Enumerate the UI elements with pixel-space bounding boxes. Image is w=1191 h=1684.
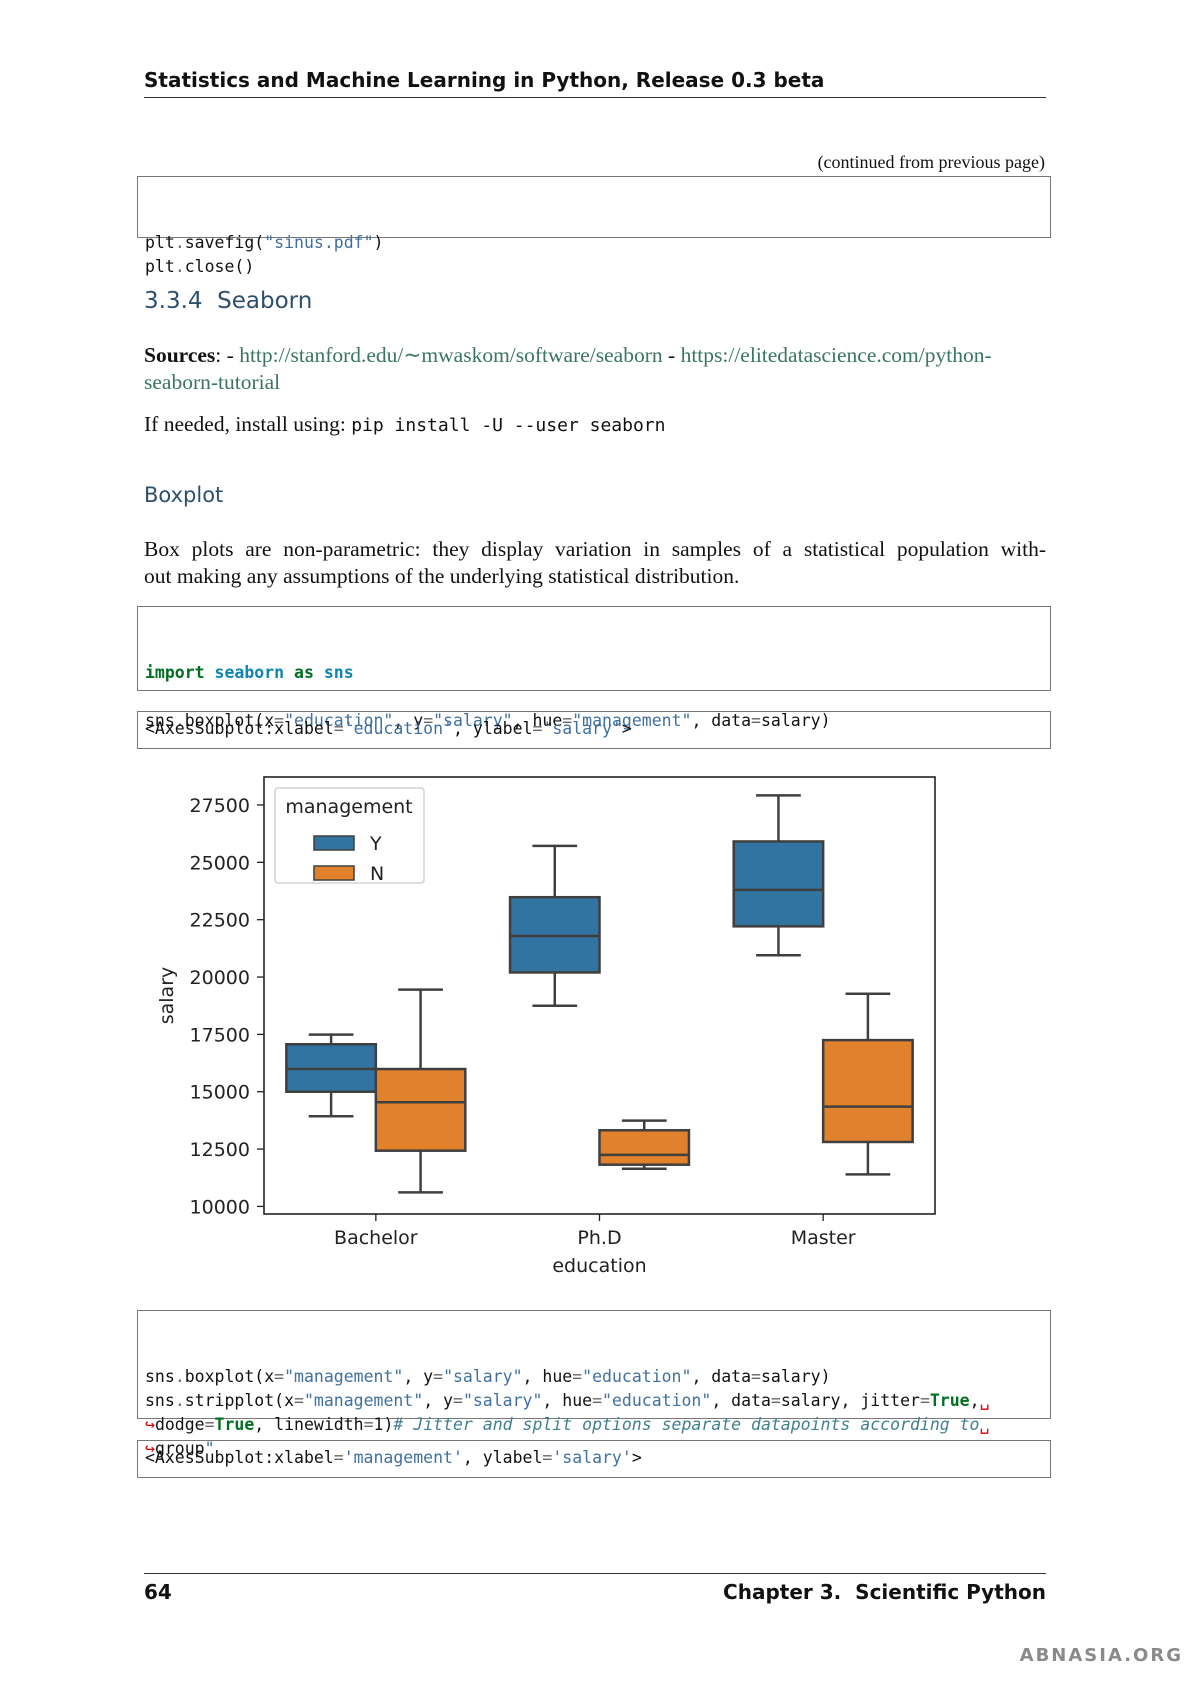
code-line: sns.boxplot(x="management", y="salary", … bbox=[145, 1367, 831, 1386]
box bbox=[732, 840, 825, 928]
legend-label: N bbox=[370, 863, 384, 885]
subsection-heading: Boxplot bbox=[144, 483, 224, 507]
output-line: <AxesSubplot:xlabel='management', ylabel… bbox=[145, 1448, 642, 1467]
code-block: import seaborn as sns sns.boxplot(x="educ… bbox=[137, 606, 1051, 730]
code-block: plt.savefig("sinus.pdf") plt.close() bbox=[137, 176, 1051, 276]
paragraph-line: Box plots are non-parametric: they displ… bbox=[144, 537, 1046, 561]
install-line: If needed, install using: pip install -U… bbox=[144, 412, 665, 437]
sep: - bbox=[226, 343, 234, 367]
y-tick-label: 17500 bbox=[190, 1024, 250, 1046]
section-heading: 3.3.4 Seaborn bbox=[144, 288, 312, 314]
install-text: If needed, install using: bbox=[144, 412, 346, 436]
code-line: sns.stripplot(x="management", y="salary"… bbox=[145, 1391, 990, 1410]
box bbox=[598, 1129, 691, 1166]
legend-title: management bbox=[285, 796, 412, 818]
sep: - bbox=[668, 343, 676, 367]
code-line bbox=[145, 685, 1043, 709]
axes-frame bbox=[263, 776, 936, 1215]
chapter-title: Chapter 3. Scientific Python bbox=[723, 1580, 1046, 1604]
output-block: <AxesSubplot:xlabel='management', ylabel… bbox=[137, 1440, 1051, 1478]
y-tick-label: 12500 bbox=[190, 1139, 250, 1161]
install-code: pip install -U --user seaborn bbox=[351, 415, 666, 436]
y-tick-label: 25000 bbox=[190, 852, 250, 874]
x-tick-label: Master bbox=[791, 1227, 856, 1249]
legend-label: Y bbox=[369, 833, 382, 855]
code-line: import seaborn as sns bbox=[145, 663, 354, 682]
boxplot-chart: 10000 12500 15000 17500 20000 22500 25000 27500… bbox=[156, 776, 936, 1277]
code-line: ↪group" bbox=[145, 1439, 215, 1458]
y-tick-label: 27500 bbox=[190, 795, 250, 817]
code-line: plt.close() bbox=[145, 257, 255, 276]
code-line: sns.boxplot(x="education", y="salary", h… bbox=[145, 711, 831, 730]
paragraph-line: out making any assumptions of the underl… bbox=[144, 564, 740, 588]
sep: : bbox=[215, 343, 222, 367]
y-tick-label: 20000 bbox=[190, 967, 250, 989]
x-tick-label: Ph.D bbox=[577, 1227, 621, 1249]
link[interactable]: https://elitedatascience.com/python-seab… bbox=[144, 343, 992, 394]
code-block: sns.boxplot(x="management", y="salary", … bbox=[137, 1310, 1051, 1458]
section-title: Seaborn bbox=[217, 288, 313, 314]
y-axis-label: salary bbox=[156, 967, 178, 1025]
paragraph: Box plots are non-parametric: they displ… bbox=[144, 536, 1046, 590]
watermark: ABNASIA.ORG bbox=[1019, 1645, 1183, 1666]
y-tick-label: 10000 bbox=[190, 1196, 250, 1218]
page-number: 64 bbox=[144, 1580, 172, 1604]
continued-note: (continued from previous page) bbox=[817, 152, 1045, 172]
legend-swatch bbox=[313, 835, 355, 851]
header-rule bbox=[144, 97, 1046, 98]
box bbox=[821, 1038, 914, 1144]
x-axis-label: education bbox=[552, 1255, 646, 1277]
sources: Sources: - http://stanford.edu/∼mwaskom/… bbox=[144, 342, 1046, 396]
output-line: <AxesSubplot:xlabel='education', ylabel=… bbox=[145, 719, 632, 738]
x-tick-label: Bachelor bbox=[334, 1227, 418, 1249]
output-block: <AxesSubplot:xlabel='education', ylabel=… bbox=[137, 711, 1051, 749]
link[interactable]: http://stanford.edu/∼mwaskom/software/se… bbox=[239, 343, 663, 367]
legend-swatch bbox=[313, 865, 355, 881]
footer-rule bbox=[144, 1573, 1046, 1574]
box bbox=[374, 1067, 467, 1152]
y-tick-label: 22500 bbox=[190, 910, 250, 932]
sources-label: Sources bbox=[144, 343, 216, 367]
y-tick-label: 15000 bbox=[190, 1082, 250, 1104]
code-line: ↪dodge=True, linewidth=1)# Jitter and sp… bbox=[145, 1415, 990, 1434]
running-header: Statistics and Machine Learning in Pytho… bbox=[144, 68, 825, 92]
section-number: 3.3.4 bbox=[144, 288, 203, 314]
code-line: plt.savefig("sinus.pdf") bbox=[145, 233, 384, 252]
